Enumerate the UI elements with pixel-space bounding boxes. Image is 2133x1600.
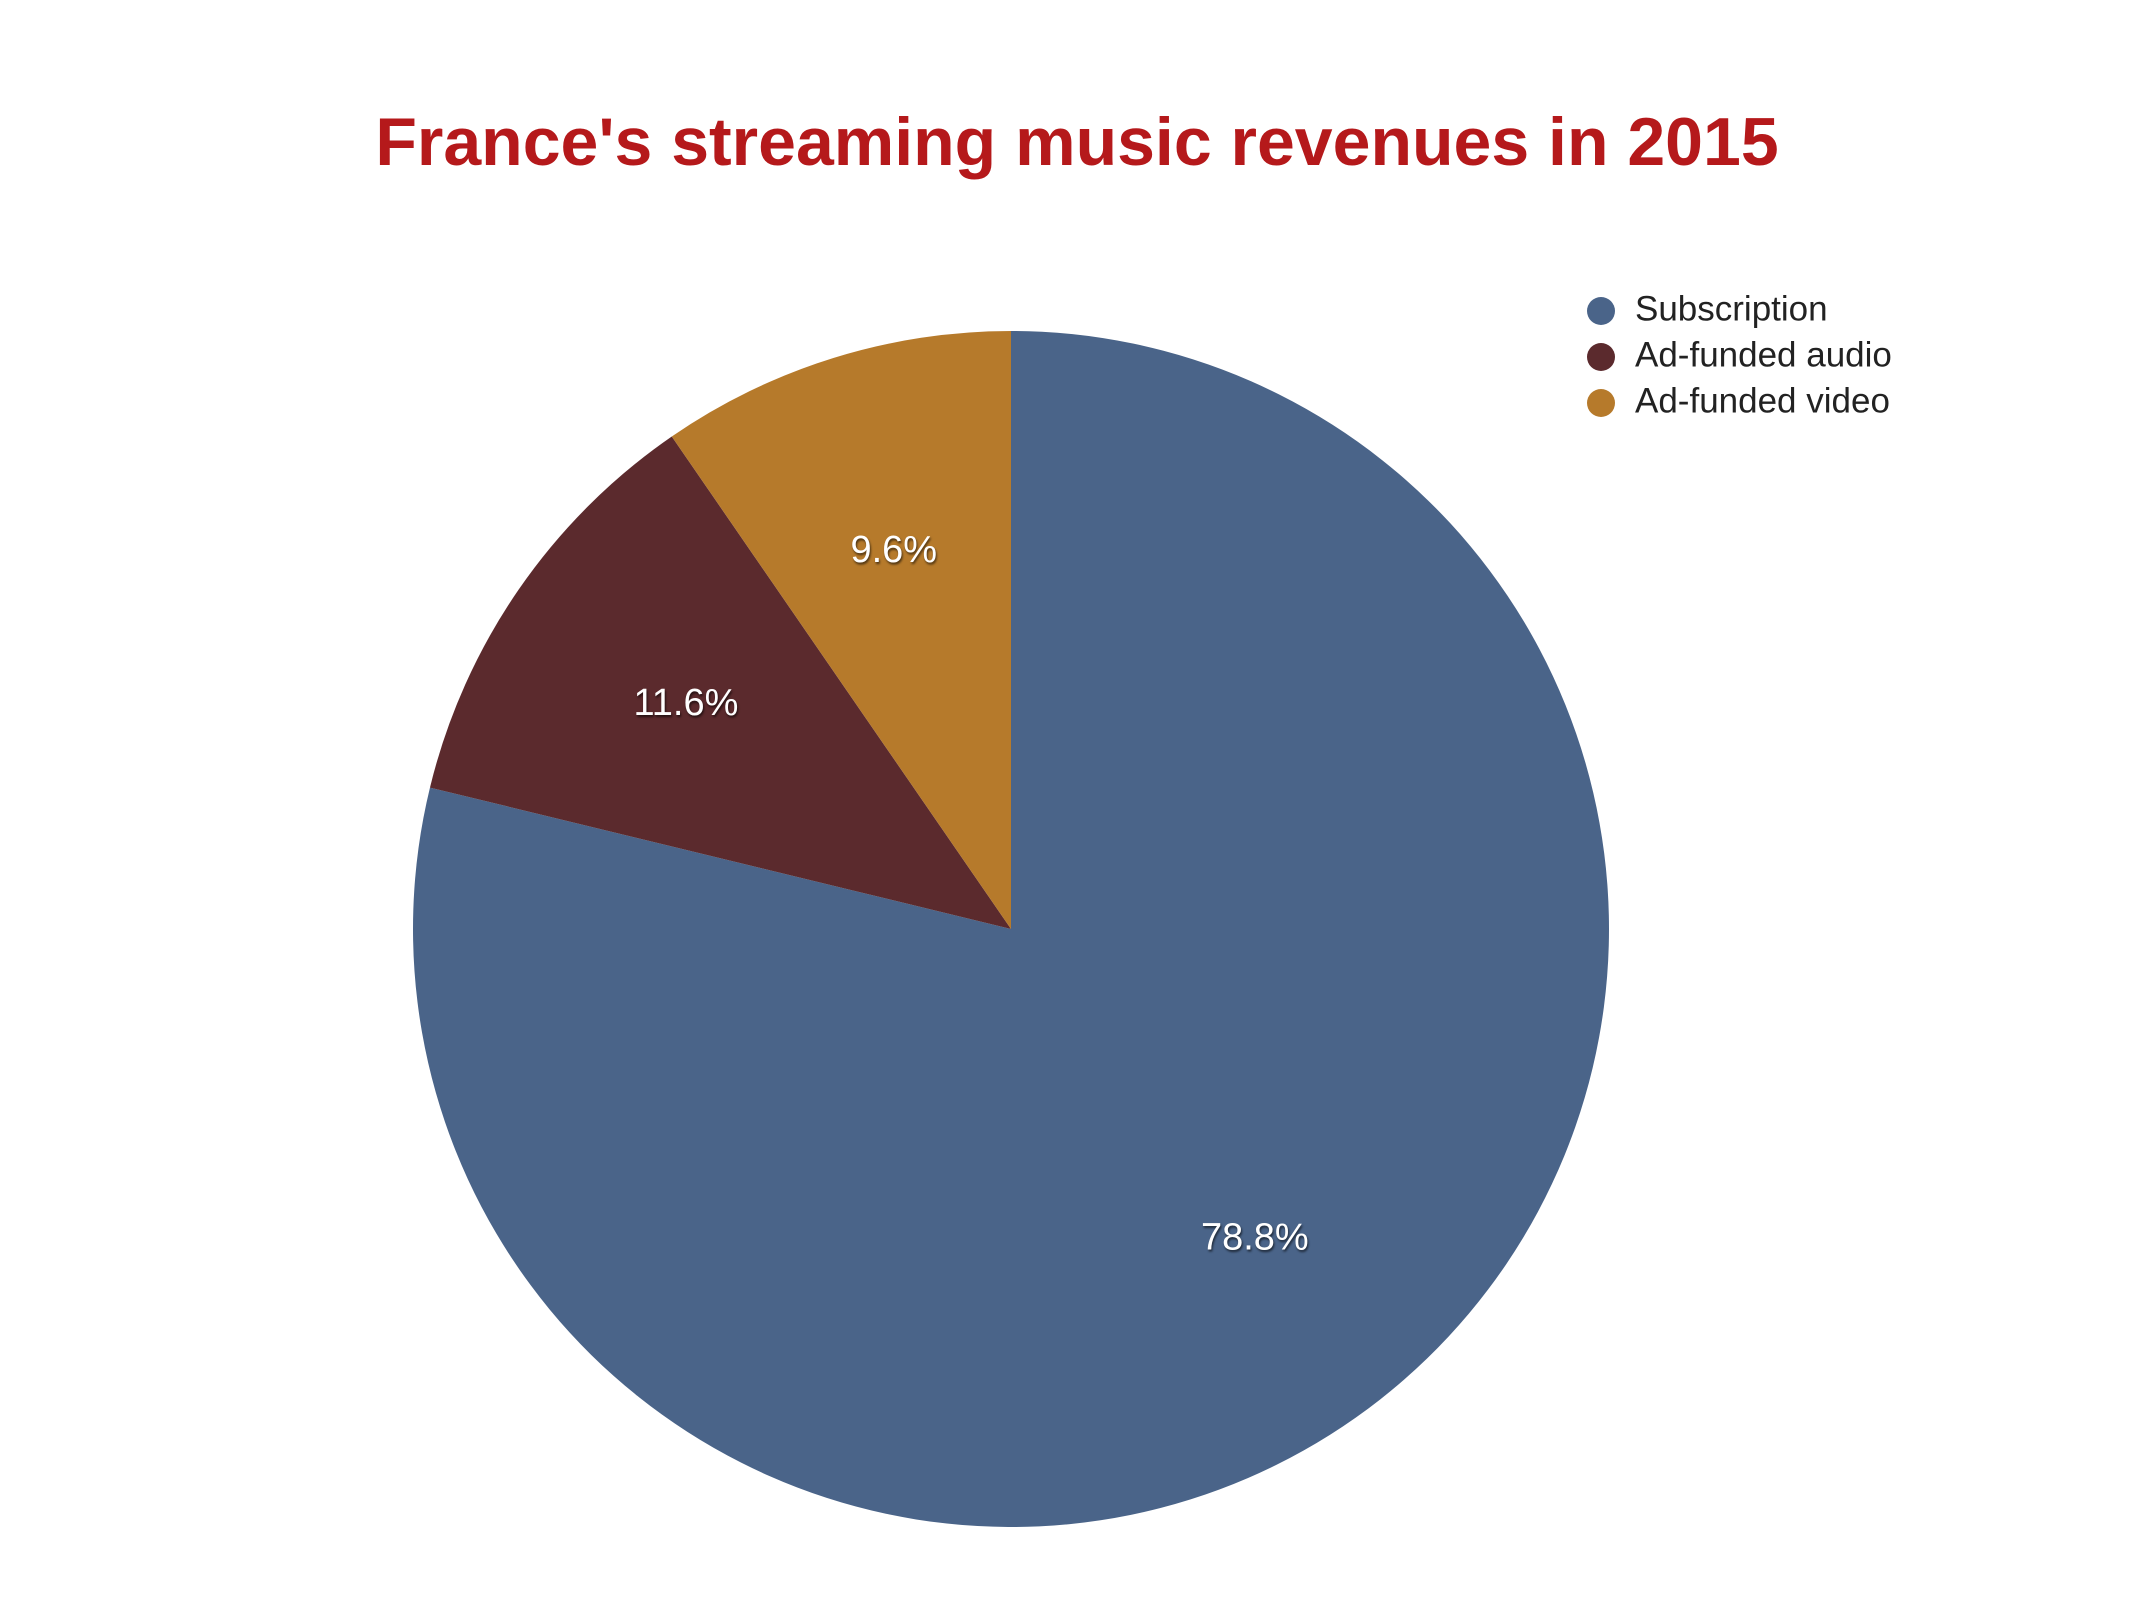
pie-slice xyxy=(429,436,1011,929)
pie-slice xyxy=(671,331,1011,929)
chart-title: France's streaming music revenues in 201… xyxy=(375,104,1778,180)
legend-label: Ad-funded audio xyxy=(1635,335,1892,374)
legend-label: Subscription xyxy=(1635,289,1828,328)
legend-swatch xyxy=(1587,343,1615,371)
data-label: 11.6% xyxy=(633,682,738,724)
legend-label: Ad-funded video xyxy=(1635,381,1890,420)
legend-swatch xyxy=(1587,389,1615,417)
data-label: 78.8% xyxy=(1201,1216,1309,1258)
data-label: 9.6% xyxy=(850,529,937,571)
legend-swatch xyxy=(1587,297,1615,325)
